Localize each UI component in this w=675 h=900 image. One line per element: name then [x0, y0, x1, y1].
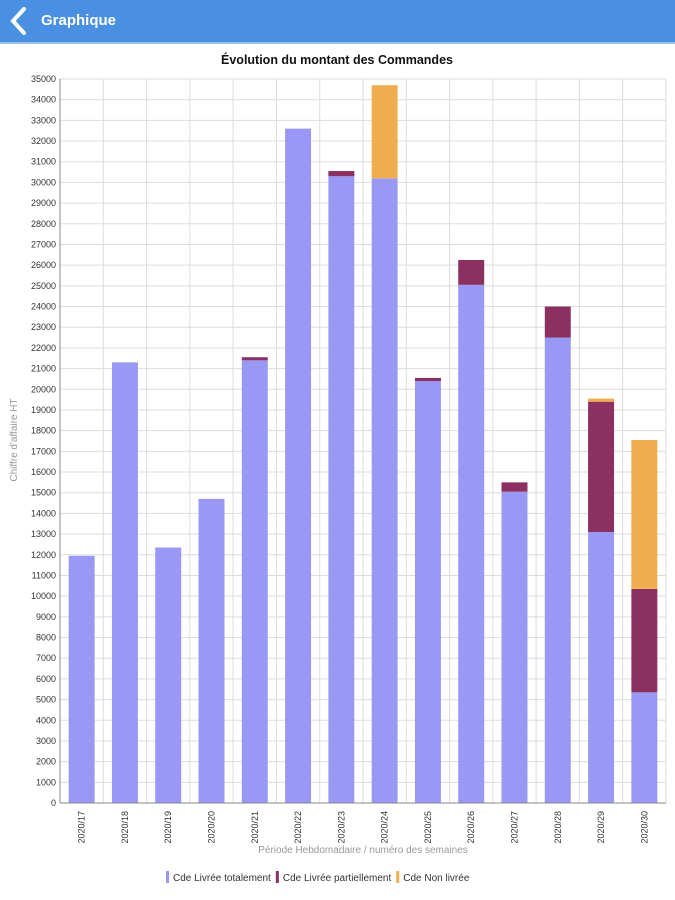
- bar-segment: [501, 491, 528, 803]
- chart-title: Évolution du montant des Commandes: [221, 52, 453, 67]
- bar-segment: [501, 482, 528, 492]
- bar-segment: [631, 588, 658, 693]
- y-tick-label: 29000: [31, 198, 56, 208]
- x-tick-label: 2020/25: [423, 811, 433, 844]
- bar-segment: [198, 498, 225, 803]
- y-tick-label: 16000: [31, 467, 56, 477]
- y-axis-label: Chiffre d'affaire HT: [9, 398, 20, 481]
- bar-segment: [241, 360, 268, 803]
- y-tick-label: 13000: [31, 529, 56, 539]
- legend-item: Cde Livrée totalement: [173, 873, 271, 884]
- y-tick-label: 10000: [31, 591, 56, 601]
- y-tick-label: 24000: [31, 302, 56, 312]
- y-tick-label: 18000: [31, 426, 56, 436]
- bar-segment: [328, 171, 355, 177]
- legend-swatch: [396, 871, 400, 883]
- x-tick-label: 2020/27: [510, 811, 520, 844]
- x-axis-label: Période Hebdomadaire / numéro des semain…: [258, 845, 468, 856]
- bar-segment: [631, 439, 658, 589]
- y-tick-label: 34000: [31, 95, 56, 105]
- y-tick-label: 26000: [31, 260, 56, 270]
- y-tick-label: 15000: [31, 488, 56, 498]
- y-tick-label: 7000: [36, 653, 56, 663]
- y-tick-label: 0: [51, 798, 56, 808]
- x-tick-label: 2020/18: [120, 811, 130, 844]
- x-tick-label: 2020/21: [250, 811, 260, 844]
- bar-segment: [111, 362, 138, 803]
- bar-segment: [241, 357, 268, 361]
- x-tick-label: 2020/26: [466, 811, 476, 844]
- bar-segment: [588, 398, 615, 402]
- stacked-bar-chart: Évolution du montant des Commandes 0 1000 2…: [9, 52, 667, 884]
- y-tick-label: 4000: [36, 715, 56, 725]
- top-bar: Graphique: [0, 0, 675, 44]
- y-tick-label: 35000: [31, 74, 56, 84]
- y-tick-label: 23000: [31, 322, 56, 332]
- y-tick-label: 22000: [31, 343, 56, 353]
- y-tick-label: 17000: [31, 446, 56, 456]
- y-tick-label: 32000: [31, 136, 56, 146]
- y-tick-label: 8000: [36, 633, 56, 643]
- y-tick-label: 31000: [31, 157, 56, 167]
- y-tick-label: 33000: [31, 115, 56, 125]
- x-tick-label: 2020/20: [207, 811, 217, 844]
- y-tick-label: 6000: [36, 674, 56, 684]
- bar-segment: [371, 178, 398, 803]
- y-tick-label: 9000: [36, 612, 56, 622]
- y-tick-label: 20000: [31, 384, 56, 394]
- bar-segment: [588, 401, 615, 533]
- bar-segment: [544, 337, 571, 803]
- y-tick-label: 11000: [32, 570, 56, 580]
- y-tick-label: 21000: [31, 364, 56, 374]
- bar-segment: [155, 547, 182, 803]
- legend-item: Cde Livrée partiellement: [283, 873, 392, 884]
- y-tick-label: 14000: [31, 508, 56, 518]
- legend-item: Cde Non livrée: [403, 873, 470, 884]
- x-tick-label: 2020/22: [293, 811, 303, 844]
- x-tick-label: 2020/19: [163, 811, 173, 844]
- x-tick-label: 2020/30: [639, 811, 649, 844]
- bar-segment: [414, 381, 441, 803]
- y-tick-label: 3000: [36, 736, 56, 746]
- y-tick-label: 27000: [31, 239, 56, 249]
- bar-segment: [458, 284, 485, 803]
- bar-segment: [414, 377, 441, 382]
- bar-segment: [631, 692, 658, 803]
- bar-segment: [544, 306, 571, 338]
- y-tick-label: 12000: [31, 550, 56, 560]
- legend-swatch: [166, 871, 169, 883]
- y-tick-label: 2000: [36, 757, 56, 767]
- y-tick-label: 25000: [31, 281, 56, 291]
- bar-segment: [285, 128, 312, 803]
- x-tick-label: 2020/24: [380, 811, 390, 844]
- bar-segment: [458, 260, 485, 285]
- bar-segment: [68, 555, 95, 803]
- y-tick-label: 19000: [31, 405, 56, 415]
- x-tick-label: 2020/17: [77, 811, 87, 844]
- x-tick-label: 2020/29: [596, 811, 606, 844]
- x-tick-label: 2020/28: [553, 811, 563, 844]
- y-tick-label: 28000: [31, 219, 56, 229]
- y-tick-label: 1000: [36, 777, 56, 787]
- bar-segment: [588, 532, 615, 803]
- y-tick-label: 30000: [31, 177, 56, 187]
- bar-segment: [371, 85, 398, 179]
- chevron-left-icon[interactable]: [8, 7, 30, 35]
- legend-swatch: [275, 871, 279, 883]
- bar-segment: [328, 176, 355, 804]
- y-tick-label: 5000: [36, 695, 56, 705]
- x-tick-label: 2020/23: [336, 811, 346, 844]
- page-title: Graphique: [41, 12, 117, 29]
